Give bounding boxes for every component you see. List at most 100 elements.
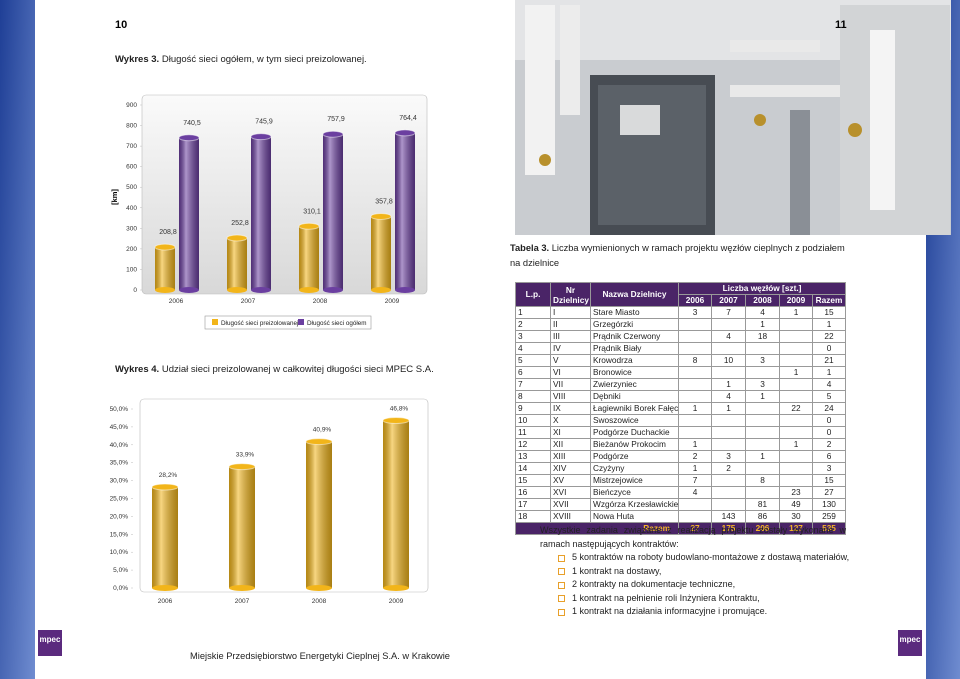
- table-cell: [745, 342, 780, 355]
- value-label: 764,4: [399, 115, 417, 122]
- value-label: 46,8%: [390, 405, 409, 412]
- header-cell: L.p.: [515, 282, 551, 307]
- bar-shine: [155, 247, 175, 290]
- header-cell: 2009: [779, 294, 813, 307]
- x-tick-label: 2007: [241, 298, 256, 305]
- table-cell: [711, 486, 746, 499]
- table-cell: 1: [745, 318, 780, 331]
- y-tick-label: 800: [126, 123, 137, 130]
- table-cell: Nowa Huta: [590, 510, 679, 523]
- table-cell: 4: [811, 378, 847, 391]
- table-row: 1 I Stare Miasto 3 7 4 1 15: [515, 306, 847, 319]
- x-tick-label: 2006: [158, 598, 173, 605]
- bar-cap: [299, 287, 319, 293]
- value-label: 40,9%: [313, 427, 332, 434]
- side-strip: [0, 0, 35, 679]
- table-cell: 5: [811, 390, 847, 403]
- table-cell: Razem: [515, 522, 679, 535]
- bar-shine: [323, 134, 343, 290]
- table-cell: 10: [515, 414, 551, 427]
- table-cell: Mistrzejowice: [590, 474, 679, 487]
- table-cell: 3: [678, 306, 712, 319]
- table-cell: Zwierzyniec: [590, 378, 679, 391]
- caption-label: Tabela 3.: [510, 243, 550, 253]
- table-cell: VII: [550, 378, 591, 391]
- bar-cap: [383, 585, 409, 591]
- header-row: 2006 2007 2008 2009 Razem: [516, 294, 847, 307]
- table-cell: 27: [678, 522, 712, 535]
- y-tick-label: 400: [126, 205, 137, 212]
- y-tick-label: 5,0%: [113, 567, 128, 574]
- bullet-item: 2 kontrakty na dokumentacje techniczne,: [558, 578, 858, 592]
- bar-cap: [298, 222, 320, 230]
- bullet-item: 1 kontrakt na dostawy,: [558, 565, 858, 579]
- y-tick-label: 10,0%: [110, 549, 129, 556]
- table-cell: 1: [745, 450, 780, 463]
- table-cell: [779, 390, 813, 403]
- table-cell: [678, 390, 712, 403]
- chart-title-text: Długość sieci ogółem, w tym sieci preizo…: [162, 54, 367, 65]
- table-cell: 15: [515, 474, 551, 487]
- table-cell: [779, 462, 813, 475]
- bar-shine: [383, 420, 409, 588]
- table-cell: 1: [515, 306, 551, 319]
- table-cell: [779, 354, 813, 367]
- table-cell: [678, 378, 712, 391]
- logo: mpec: [38, 630, 62, 656]
- table-cell: [678, 510, 712, 523]
- table-cell: Grzegórzki: [590, 318, 679, 331]
- bar-cap: [226, 234, 248, 242]
- table-cell: 8: [515, 390, 551, 403]
- table-cell: [678, 318, 712, 331]
- table-cell: XIII: [550, 450, 591, 463]
- value-label: 357,8: [375, 198, 393, 205]
- bar-cap: [306, 585, 332, 591]
- table-cell: 7: [678, 474, 712, 487]
- bar-cap: [154, 243, 176, 251]
- bar-cap: [229, 585, 255, 591]
- table-cell: I: [550, 306, 591, 319]
- table-cell: [678, 414, 712, 427]
- value-label: 757,9: [327, 116, 345, 123]
- table-cell: [745, 426, 780, 439]
- value-label: 310,1: [303, 208, 321, 215]
- table-cell: [779, 450, 813, 463]
- table-cell: 0: [811, 426, 847, 439]
- table-cell: XII: [550, 438, 591, 451]
- photo: [515, 0, 951, 235]
- paragraph: Wszystkie zadania związane z realizacją …: [540, 525, 846, 549]
- legend: Długość sieci preizolowanej Długość sieci…: [204, 315, 372, 330]
- table-cell: [745, 486, 780, 499]
- chart-title-label: Wykres 4.: [115, 364, 159, 375]
- y-tick-label: 300: [126, 225, 137, 232]
- table-cell: [779, 378, 813, 391]
- table-cell: 206: [745, 522, 780, 535]
- table-cell: 1: [779, 366, 813, 379]
- footer: Miejskie Przedsiębiorstwo Energetyki Cie…: [190, 651, 450, 661]
- table-cell: [745, 462, 780, 475]
- table-cell: IV: [550, 342, 591, 355]
- caption-text: Liczba wymienionych w ramach projektu wę…: [510, 243, 845, 268]
- table-cell: [779, 342, 813, 355]
- table-cell: XVII: [550, 498, 591, 511]
- table-cell: Swoszowice: [590, 414, 679, 427]
- bar-cap: [151, 483, 179, 491]
- table-cell: 30: [779, 510, 813, 523]
- legend-box: [204, 315, 372, 330]
- table-cell: 6: [515, 366, 551, 379]
- table-cell: 0: [811, 342, 847, 355]
- table-cell: [779, 414, 813, 427]
- table-cell: [745, 414, 780, 427]
- logo-text: mpec: [40, 635, 61, 644]
- table-cell: 18: [515, 510, 551, 523]
- value-label: 252,8: [231, 220, 249, 227]
- table-cell: 4: [711, 390, 746, 403]
- table-cell: Podgórze Duchackie: [590, 426, 679, 439]
- bar-cap: [152, 585, 178, 591]
- table-row: 14 XIV Czyżyny 1 2 3: [515, 462, 847, 475]
- bar-cap: [228, 463, 256, 471]
- table-row: 13 XIII Podgórze 2 3 1 6: [515, 450, 847, 463]
- table-cell: 15: [811, 306, 847, 319]
- table-cell: XIV: [550, 462, 591, 475]
